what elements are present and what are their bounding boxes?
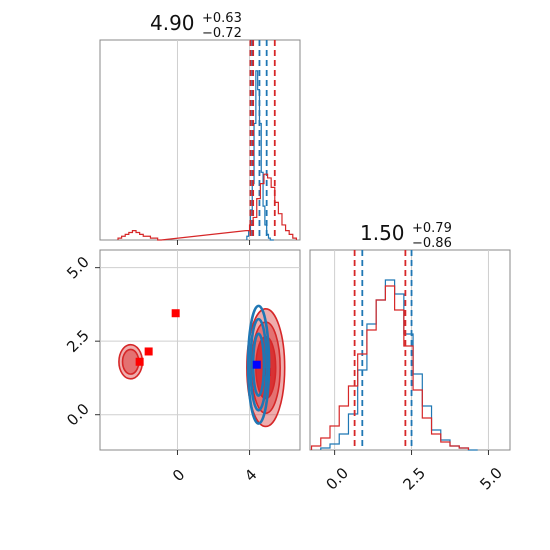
y-tick-label: 5.0 (63, 253, 93, 283)
x-tick-label: 0.0 (323, 464, 353, 494)
title-upper: +0.63 (202, 11, 242, 26)
plot-area (310, 250, 478, 451)
point-marker (252, 360, 261, 369)
panel-title: 1.50 +0.79 −0.86 (360, 221, 452, 251)
title-lower: −0.86 (412, 236, 452, 251)
plot-area (117, 40, 297, 245)
x-tick-label: 5.0 (476, 464, 506, 494)
panel-frame (309, 249, 511, 451)
contour-level (249, 317, 268, 412)
point-marker (144, 347, 153, 356)
y-tick-labels: 0.0 2.5 5.0 (63, 253, 100, 430)
plot-area (118, 304, 286, 428)
marginal-panel-param1: 4.90 +0.63 −0.72 (99, 11, 301, 245)
title-lower: −0.72 (202, 26, 242, 41)
histogram-series (310, 285, 470, 450)
y-tick-label: 2.5 (63, 326, 93, 356)
panel-frame (99, 39, 301, 241)
x-tick-label: 4 (241, 466, 260, 485)
point-marker (171, 309, 180, 318)
point-marker (135, 357, 144, 366)
title-upper: +0.79 (412, 221, 452, 236)
marginal-panel-param2: 0.0 2.5 5.0 1.50 +0.79 −0.86 (309, 221, 511, 494)
x-tick-labels: 0.0 2.5 5.0 (323, 450, 506, 494)
panel-grid (176, 40, 251, 240)
x-tick-label: 2.5 (399, 464, 429, 494)
title-value: 4.90 (150, 11, 195, 35)
contour-level (246, 304, 271, 425)
histogram-series (117, 173, 297, 241)
panel-title: 4.90 +0.63 −0.72 (150, 11, 242, 41)
x-tick-label: 0 (169, 466, 188, 485)
histogram-series (320, 279, 478, 451)
panel-frame (99, 249, 301, 451)
y-tick-label: 0.0 (63, 400, 93, 430)
title-value: 1.50 (360, 221, 405, 245)
